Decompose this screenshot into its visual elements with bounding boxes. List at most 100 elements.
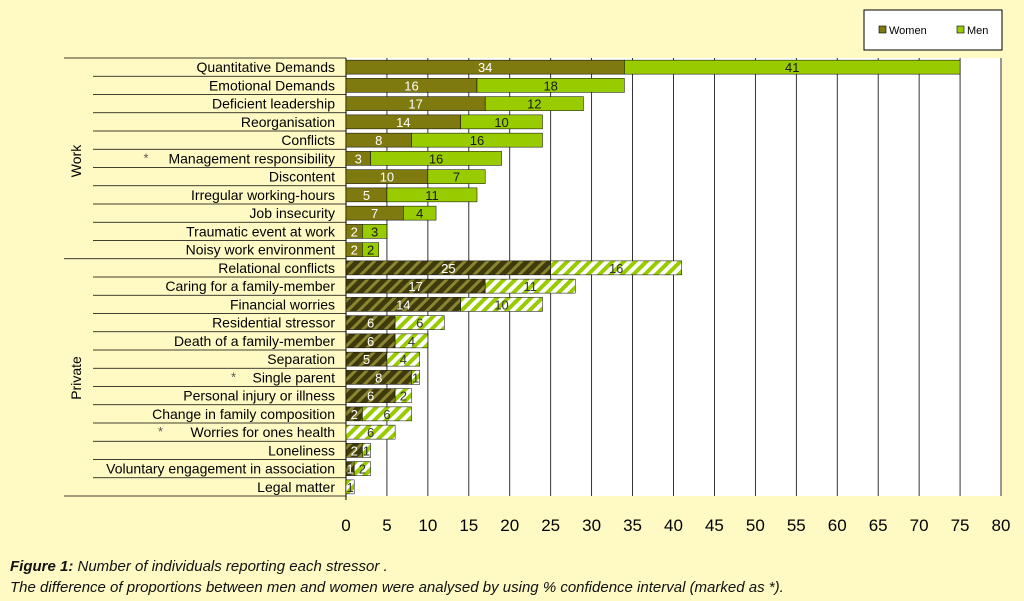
bar-label-women: 14	[396, 115, 410, 130]
bar-label-women: 17	[408, 279, 422, 294]
x-tick-label: 5	[382, 516, 391, 535]
bar-men	[550, 260, 682, 276]
caption-line-2: The difference of proportions between me…	[10, 579, 784, 596]
bar-men	[403, 205, 437, 221]
x-tick-label: 45	[705, 516, 724, 535]
bar-men	[624, 59, 961, 75]
x-tick-label: 30	[582, 516, 601, 535]
legend-box	[863, 9, 1003, 51]
bar-label-men: 16	[429, 151, 443, 166]
category-label: Worries for ones health	[191, 424, 335, 440]
bar-label-women: 14	[396, 297, 410, 312]
bar-label-men: 11	[425, 188, 439, 203]
bar-label-men: 7	[453, 170, 460, 185]
bar-men	[394, 388, 412, 403]
bar-label-women: 2	[351, 407, 358, 422]
gridlines	[345, 58, 1002, 500]
bar-men	[345, 424, 396, 440]
category-label: Job insecurity	[249, 205, 335, 221]
bar-men	[386, 187, 478, 203]
bar-label-men: 2	[367, 243, 374, 258]
category-label: Relational conflicts	[218, 260, 335, 276]
bar-men	[386, 351, 420, 367]
x-tick-label: 60	[828, 516, 847, 535]
category-label: Death of a family-member	[174, 333, 335, 349]
category-label: Reorganisation	[241, 114, 335, 130]
category-label: Change in family composition	[152, 406, 335, 422]
category-label: Legal matter	[257, 479, 335, 495]
bar-label-men: 1	[363, 443, 370, 458]
bar-label-women: 1	[346, 462, 353, 477]
x-tick-label: 55	[787, 516, 806, 535]
bar-label-men: 2	[359, 462, 366, 477]
x-tick-label: 40	[664, 516, 683, 535]
x-tick-label: 25	[541, 516, 560, 535]
bar-men	[460, 114, 543, 130]
bar-label-men: 10	[494, 297, 508, 312]
bar-men	[484, 278, 576, 294]
bar-label-women: 6	[367, 334, 374, 349]
bar-label-women: 3	[355, 151, 362, 166]
bar-men	[370, 151, 502, 166]
bar-men	[427, 169, 486, 184]
bar-label-men: 12	[527, 97, 541, 112]
category-label: Traumatic event at work	[186, 223, 336, 239]
bar-label-men: 4	[416, 206, 423, 221]
category-label: Personal injury or illness	[183, 388, 335, 404]
bar-men	[362, 224, 388, 239]
x-tick-label: 50	[746, 516, 765, 535]
bar-label-men: 18	[543, 78, 557, 93]
bar-label-men: 4	[408, 334, 415, 349]
bar-men	[362, 443, 371, 458]
x-tick-label: 15	[459, 516, 478, 535]
bar-men	[362, 242, 379, 257]
bar-label-women: 25	[441, 261, 455, 276]
category-label: Irregular working-hours	[191, 187, 335, 203]
bar-men	[476, 78, 625, 93]
group-label-private: Private	[68, 356, 84, 400]
bar-label-men: 6	[383, 407, 390, 422]
bar-men	[484, 96, 584, 111]
bar-label-men: 41	[785, 60, 799, 75]
bar-label-men: 1	[412, 370, 419, 385]
bar-label-men: 1	[346, 480, 353, 495]
category-label: Voluntary engagement in association	[106, 461, 335, 477]
x-tick-label: 70	[910, 516, 929, 535]
bar-men	[394, 315, 445, 330]
significance-asterisk: *	[143, 150, 148, 165]
bar-label-women: 10	[380, 170, 394, 185]
bar-men	[345, 479, 355, 495]
category-label: Caring for a family-member	[165, 278, 335, 294]
bar-label-men: 10	[494, 115, 508, 130]
bar-men	[362, 406, 412, 422]
bar-label-women: 8	[375, 370, 382, 385]
category-label: Single parent	[252, 369, 335, 385]
category-label: Financial worries	[230, 296, 335, 312]
caption-figure-label: Figure 1:	[10, 558, 74, 575]
x-tick-label: 0	[341, 516, 350, 535]
bar-label-men: 16	[609, 261, 623, 276]
bar-label-women: 5	[363, 352, 370, 367]
category-label: Discontent	[269, 169, 335, 185]
x-tick-label: 75	[951, 516, 970, 535]
bar-label-men: 6	[367, 425, 374, 440]
category-label: Management responsibility	[168, 150, 335, 166]
bar-label-women: 16	[404, 78, 418, 93]
bar-men	[353, 461, 371, 476]
legend-swatch-women	[878, 25, 887, 34]
bar-label-women: 5	[363, 188, 370, 203]
x-tick-label: 35	[623, 516, 642, 535]
legend-swatch-men	[956, 25, 965, 34]
group-label-work: Work	[68, 144, 84, 177]
bar-label-men: 6	[416, 316, 423, 331]
category-label: Emotional Demands	[209, 77, 335, 93]
significance-asterisk: *	[158, 424, 163, 439]
bar-label-men: 2	[400, 389, 407, 404]
category-label: Quantitative Demands	[196, 59, 335, 75]
category-label: Deficient leadership	[212, 96, 335, 112]
category-label: Loneliness	[268, 442, 335, 458]
x-tick-label: 20	[500, 516, 519, 535]
legend: Women Men	[863, 9, 1003, 51]
